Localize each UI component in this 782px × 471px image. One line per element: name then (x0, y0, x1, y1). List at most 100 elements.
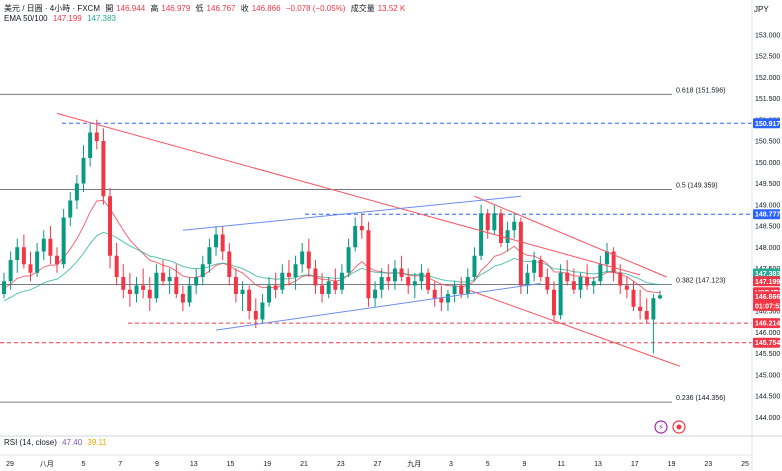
candle-body (571, 281, 576, 290)
time-tick-label: 17 (631, 461, 639, 468)
downtrend-upper-line (56, 112, 641, 276)
price-tick-label: 146.000 (755, 330, 780, 337)
rsi-ma-value: 39.11 (87, 438, 107, 447)
price-tag (753, 209, 780, 220)
price-tick-label: 150.500 (755, 139, 780, 146)
time-tick-label: 9 (523, 461, 527, 468)
candle-body (147, 289, 152, 299)
candle-body (392, 268, 397, 282)
uptrend-upper-line (182, 195, 521, 231)
candle-body (611, 251, 616, 273)
symbol-title[interactable]: 美元 / 日圓 · 4小時 · FXCM (4, 4, 100, 13)
price-tick-label: 150.000 (755, 160, 780, 167)
volume-value: 13.52 K (377, 4, 406, 13)
rsi-legend[interactable]: RSI (14, close) 47.40 39.11 (4, 438, 110, 447)
downtrend-line-2 (474, 195, 667, 278)
volume-label: 成交量 (350, 4, 375, 13)
candle-body (61, 217, 66, 265)
price-tick-label: 152.500 (755, 54, 780, 61)
svg-text:⚡: ⚡ (658, 423, 664, 432)
candle-body (631, 289, 636, 307)
candle-body (260, 302, 265, 320)
time-tick-label: 29 (6, 461, 14, 468)
ema-lines (3, 199, 661, 302)
lightning-icon[interactable] (654, 420, 668, 434)
candle-body (399, 268, 404, 277)
candle-body (41, 238, 46, 252)
candle-body (94, 132, 99, 141)
price-tag-text: 150.917 (755, 121, 780, 128)
change-value: −0.078 (−0.05%) (285, 4, 346, 13)
time-tick-label: 5 (486, 461, 490, 468)
price-tags: 150.917148.777147.383147.199USDJPY146.86… (753, 118, 782, 348)
candle-body (121, 277, 126, 290)
candle-body (306, 251, 311, 269)
price-tick-label: 145.500 (755, 351, 780, 358)
candle-body (320, 285, 325, 294)
price-tick-label: 149.500 (755, 181, 780, 188)
candle-body (214, 234, 219, 248)
candle-body (485, 213, 490, 231)
price-tag (753, 300, 780, 311)
candle-body (200, 264, 205, 277)
candle-body (174, 277, 179, 294)
price-axis: 153.000152.500152.000151.500151.000150.5… (751, 0, 780, 471)
candle-body (293, 264, 298, 277)
time-tick-label: 7 (118, 461, 122, 468)
price-tick-label: 146.500 (755, 309, 780, 316)
ema50-line (3, 199, 661, 294)
candle-body (465, 277, 470, 294)
candle-body (108, 196, 113, 256)
time-tick-label: 3 (449, 461, 453, 468)
candle-body (518, 221, 523, 286)
candle-body (28, 264, 33, 273)
candle-body (439, 298, 444, 303)
candle-body (326, 281, 331, 294)
candle-body (459, 285, 464, 294)
candle-body (512, 221, 517, 231)
ema-legend[interactable]: EMA 50/100 147.199 147.383 (4, 14, 119, 23)
time-tick-label: 5 (82, 461, 86, 468)
downtrend-lower-line (467, 289, 681, 367)
candle-body (134, 285, 139, 294)
candle-body (492, 213, 497, 231)
time-tick-label: 19 (263, 461, 271, 468)
candle-body (605, 251, 609, 265)
candle-body (207, 247, 212, 265)
candle-body (472, 255, 477, 277)
currency-label: JPY (754, 5, 769, 14)
candle-body (247, 289, 252, 311)
price-tick-label: 144.500 (755, 394, 780, 401)
candle-body (624, 285, 629, 290)
time-tick-label: 27 (374, 461, 382, 468)
time-tick-label: 23 (337, 461, 345, 468)
price-tag-text: 146.214 (755, 321, 780, 328)
candles (2, 119, 662, 354)
price-tag-text: 148.777 (755, 212, 780, 219)
ema50-value: 147.199 (52, 14, 82, 23)
open-value: 146.944 (116, 4, 146, 13)
candle-body (373, 289, 378, 299)
candle-body (505, 230, 510, 243)
candle-body (180, 294, 185, 303)
candle-body (114, 255, 119, 277)
candle-body (81, 158, 86, 184)
candle-body (551, 289, 556, 316)
price-tag-text: 146.866 (755, 294, 780, 301)
price-tag-text: 147.199 (755, 279, 780, 286)
close-label: 收 (240, 4, 249, 13)
time-tick-label: 九月 (407, 459, 421, 468)
candle-body (432, 289, 437, 299)
horizontal-dashed-lines (0, 122, 752, 344)
price-tag (753, 118, 780, 129)
fib-level-label: 0.618 (151.596) (676, 87, 725, 94)
high-label: 高 (150, 4, 159, 13)
candle-body (412, 281, 417, 286)
price-tag-text: 147.383 (755, 271, 780, 278)
time-tick-label: 11 (558, 461, 565, 468)
time-tick-label: 19 (668, 461, 676, 468)
candle-body (2, 281, 6, 294)
candle-body (161, 272, 166, 282)
high-value: 146.979 (161, 4, 191, 13)
